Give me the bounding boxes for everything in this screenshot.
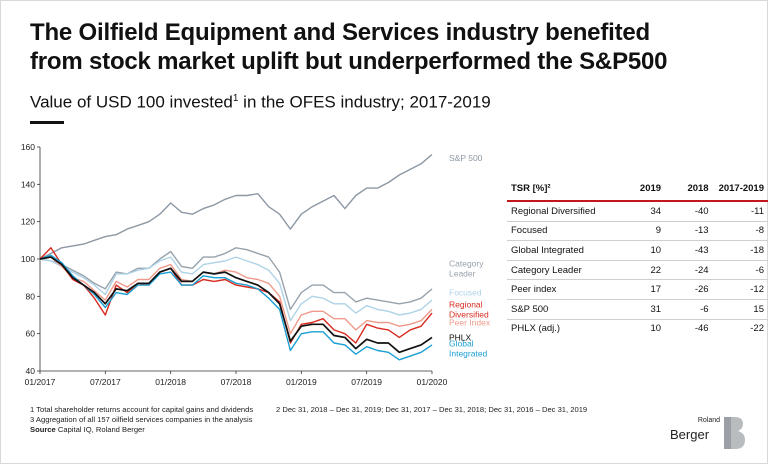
- title-line-2: from stock market uplift but underperfor…: [30, 48, 668, 75]
- y-tick-label: 40: [26, 366, 36, 376]
- tsr-header-2019: 2019: [617, 181, 666, 202]
- source-label: Source: [30, 425, 56, 434]
- series-line-regional-diversified: [39, 247, 433, 344]
- series-label-regional-diversified: Regional: [449, 299, 483, 309]
- row-value-2019: 9: [617, 221, 666, 242]
- row-value-2017-2019: -8: [712, 221, 768, 242]
- footnote-2: 2 Dec 31, 2018 – Dec 31, 2019; Dec 31, 2…: [276, 405, 588, 414]
- chart-subtitle: Value of USD 100 invested1 in the OFES i…: [30, 89, 491, 113]
- tsr-table-header: TSR [%]² 2019 2018 2017-2019: [507, 181, 768, 202]
- series-line-peer-index: [39, 256, 433, 335]
- footnote-3: 3 Aggregation of all 157 oilfield servic…: [30, 415, 253, 424]
- row-value-2017-2019: -11: [712, 201, 768, 222]
- x-tick-label: 07/2018: [221, 377, 252, 387]
- line-chart: 40 60 80 100 120 140 160 01/2017 07/2017 01/2018 0…: [21, 142, 491, 387]
- series-label-s-p-500: S&P 500: [449, 153, 483, 163]
- chart-title: The Oilfield Equipment and Services indu…: [30, 18, 750, 76]
- row-label: PHLX (adj.): [511, 323, 561, 335]
- tsr-header-label: TSR [%]²: [507, 181, 618, 202]
- row-value-2019: 34: [617, 201, 666, 222]
- series-label-global-integrated: Global: [449, 339, 474, 349]
- y-tick-label: 80: [26, 291, 36, 301]
- series-line-phlx: [39, 256, 433, 354]
- chart-series: [39, 153, 433, 361]
- x-tick-label: 07/2019: [351, 377, 382, 387]
- series-label-focused: Focused: [449, 288, 482, 298]
- title-underline: [30, 121, 64, 124]
- subtitle-text-end: in the OFES industry; 2017-2019: [238, 92, 491, 112]
- series-label-regional-diversified: Diversified: [449, 309, 489, 319]
- chart-axes: 40 60 80 100 120 140 160 01/2017 07/2017 01/2018 0…: [21, 142, 448, 387]
- series-label-category-leader: Category: [449, 258, 484, 268]
- x-tick-label: 01/2018: [155, 377, 186, 387]
- series-line-focused: [39, 256, 433, 322]
- row-value-2018: -40: [665, 201, 713, 222]
- footnote-row: 1 Total shareholder returns account for …: [30, 405, 587, 415]
- table-row: Focused 9 -13 -8: [507, 221, 768, 242]
- table-row: Regional Diversified 34 -40 -11: [507, 201, 768, 222]
- roland-berger-logo: Roland Berger: [670, 413, 746, 453]
- logo-text-roland: Roland: [697, 417, 720, 424]
- logo-mark-icon: [724, 417, 745, 449]
- x-tick-label: 01/2017: [25, 377, 56, 387]
- x-tick-label: 01/2020: [417, 377, 448, 387]
- row-value-2018: -43: [665, 240, 713, 261]
- footnotes: 1 Total shareholder returns account for …: [30, 405, 587, 435]
- row-value-2017-2019: -12: [712, 279, 768, 300]
- row-value-2019: 31: [617, 299, 666, 320]
- row-value-2019: 17: [617, 279, 666, 300]
- row-value-2018: -24: [665, 260, 713, 281]
- footnote-1: 1 Total shareholder returns account for …: [30, 405, 254, 414]
- row-value-2018: -46: [694, 323, 709, 335]
- series-label-category-leader: Leader: [449, 268, 476, 278]
- row-value-2018: -6: [665, 299, 713, 320]
- row-label: S&P 500: [507, 299, 618, 320]
- y-tick-label: 120: [21, 217, 35, 227]
- y-tick-label: 100: [21, 254, 35, 264]
- x-tick-label: 07/2017: [90, 377, 121, 387]
- row-value-2019: 10: [650, 323, 662, 335]
- y-tick-label: 160: [21, 142, 35, 152]
- tsr-header-2018: 2018: [665, 181, 713, 202]
- title-line-1: The Oilfield Equipment and Services indu…: [30, 19, 650, 46]
- source-line: Source Capital IQ, Roland Berger: [30, 425, 587, 435]
- row-value-2019: 10: [617, 240, 666, 261]
- row-value-2019: 22: [617, 260, 666, 281]
- table-row: Peer index 17 -26 -12: [507, 279, 768, 300]
- series-line-s-p-500: [39, 153, 433, 260]
- y-tick-label: 140: [21, 179, 35, 189]
- series-label-peer-index: Peer Index: [449, 317, 491, 327]
- series-label-global-integrated: Integrated: [449, 349, 488, 359]
- row-label: Peer index: [507, 279, 618, 300]
- row-value-2017-2019: 15: [712, 299, 768, 320]
- row-label: Category Leader: [507, 260, 618, 281]
- table-row: PHLX (adj.) 10 -46 -22: [507, 319, 768, 338]
- table-row: Global Integrated 10 -43 -18: [507, 240, 768, 261]
- row-label: Focused: [507, 221, 618, 242]
- series-label-phlx: PHLX: [449, 332, 472, 342]
- subtitle-footnote-mark: 1: [232, 93, 239, 104]
- subtitle-text: Value of USD 100 invested: [30, 92, 233, 112]
- y-tick-label: 60: [26, 329, 36, 339]
- x-tick-label: 01/2019: [286, 377, 317, 387]
- logo-text-berger: Berger: [670, 427, 710, 442]
- table-row: S&P 500 31 -6 15: [507, 299, 768, 320]
- row-value-2017-2019: -18: [712, 240, 768, 261]
- series-line-category-leader: [39, 247, 433, 311]
- row-value-2018: -13: [665, 221, 713, 242]
- tsr-table: TSR [%]² 2019 2018 2017-2019 Regional Di…: [507, 181, 768, 338]
- tsr-header-2017-2019: 2017-2019: [712, 181, 768, 202]
- row-label: Global Integrated: [507, 240, 618, 261]
- row-value-2017-2019: -6: [712, 260, 768, 281]
- table-row: Category Leader 22 -24 -6: [507, 260, 768, 281]
- source-value: Capital IQ, Roland Berger: [55, 425, 145, 434]
- row-value-2017-2019: -22: [750, 323, 764, 335]
- row-value-2018: -26: [665, 279, 713, 300]
- series-line-global-integrated: [39, 254, 433, 361]
- row-label: Regional Diversified: [507, 201, 618, 222]
